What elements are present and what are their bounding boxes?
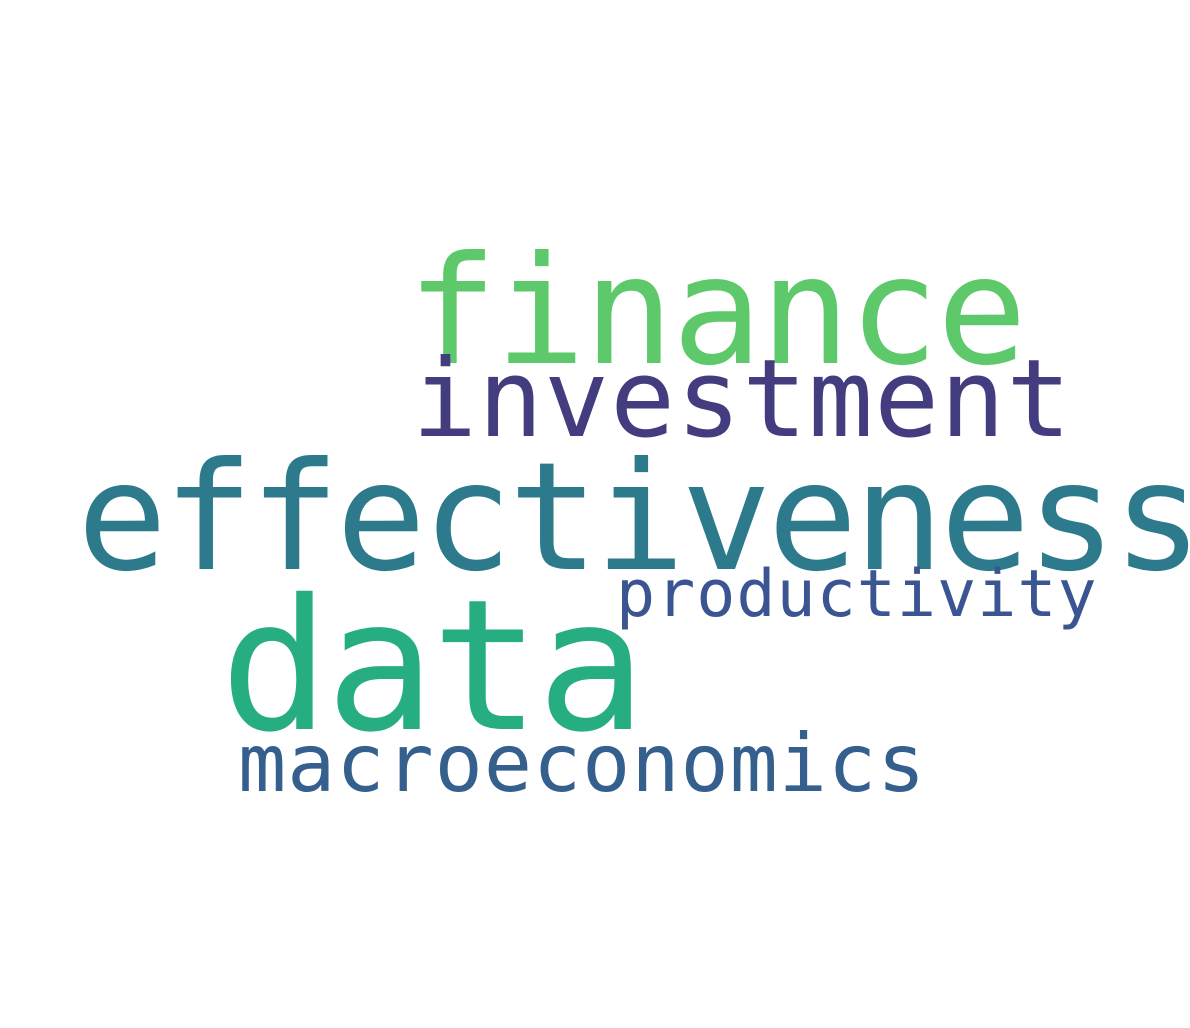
word-macroeconomics: macroeconomics	[238, 717, 927, 810]
word-investment: investment	[412, 337, 1073, 462]
word-finance: finance	[407, 225, 1027, 399]
word-data: data	[220, 560, 646, 772]
word-productivity: productivity	[616, 557, 1098, 632]
word-effectiveness: effectiveness	[77, 431, 1190, 605]
